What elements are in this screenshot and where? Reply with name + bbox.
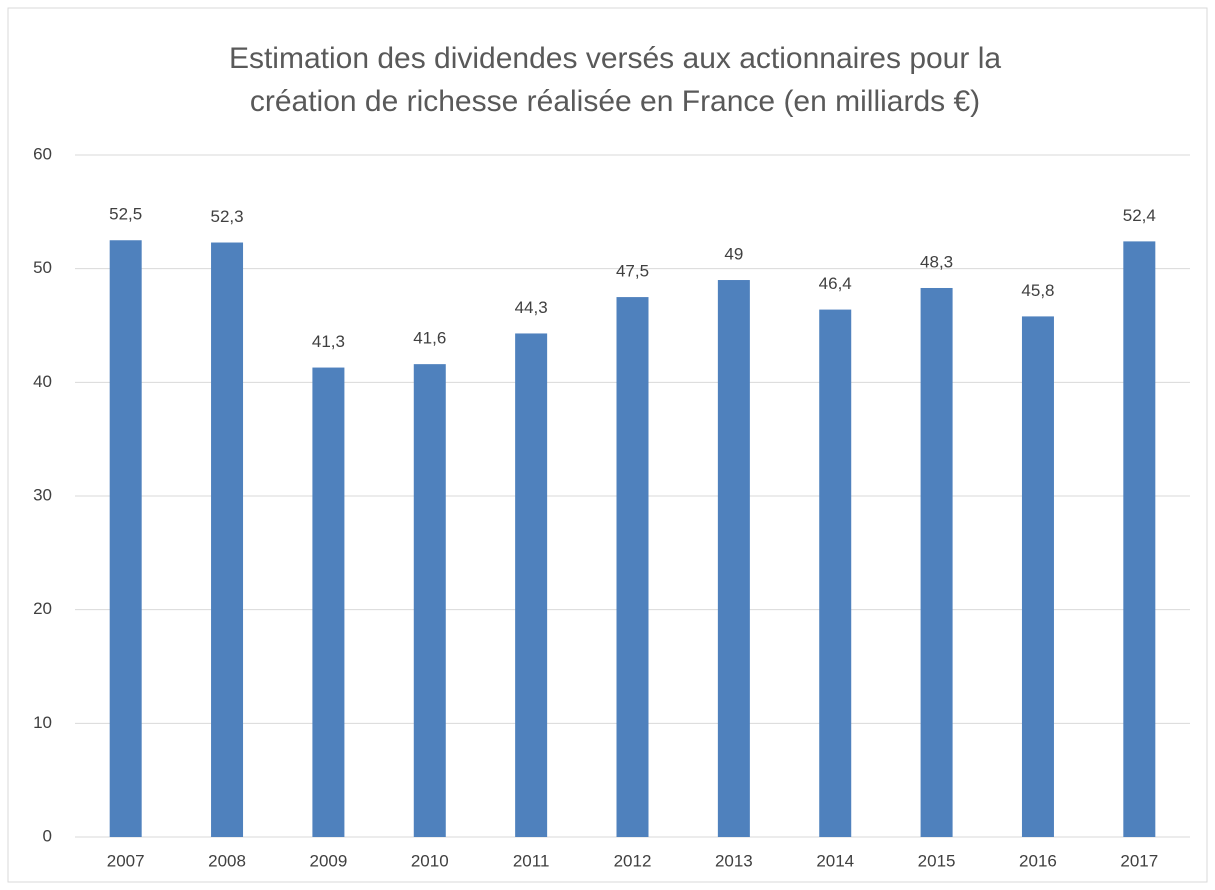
data-label: 47,5	[616, 262, 649, 281]
data-label: 41,3	[312, 332, 345, 351]
chart-title: création de richesse réalisée en France …	[250, 85, 980, 118]
x-tick-label: 2007	[107, 851, 145, 870]
x-tick-label: 2014	[816, 851, 854, 870]
bar	[413, 364, 446, 837]
data-label: 48,3	[920, 252, 953, 271]
x-tick-label: 2008	[208, 851, 246, 870]
x-tick-label: 2016	[1019, 851, 1057, 870]
x-tick-label: 2009	[309, 851, 347, 870]
x-tick-label: 2013	[715, 851, 753, 870]
bar	[211, 242, 244, 838]
bar	[717, 280, 750, 837]
x-tick-label: 2010	[411, 851, 449, 870]
chart-title: Estimation des dividendes versés aux act…	[229, 42, 1001, 75]
bar	[819, 309, 852, 837]
bar	[1123, 241, 1156, 838]
y-tick-label: 30	[33, 485, 52, 504]
y-tick-label: 20	[33, 599, 52, 618]
data-label: 52,4	[1123, 206, 1156, 225]
y-tick-label: 40	[33, 372, 52, 391]
chart-frame	[7, 7, 1208, 883]
data-label: 41,6	[413, 329, 446, 348]
x-tick-label: 2015	[918, 851, 956, 870]
data-label: 45,8	[1021, 281, 1054, 300]
y-tick-label: 10	[33, 713, 52, 732]
y-tick-label: 60	[33, 144, 52, 163]
data-label: 52,3	[210, 207, 243, 226]
y-tick-label: 0	[43, 826, 52, 845]
data-label: 44,3	[515, 298, 548, 317]
x-tick-label: 2017	[1120, 851, 1158, 870]
x-tick-label: 2011	[513, 851, 550, 870]
y-tick-label: 50	[33, 258, 52, 277]
bar	[920, 287, 953, 837]
data-label: 52,5	[109, 205, 142, 224]
x-tick-label: 2012	[614, 851, 652, 870]
bar	[312, 367, 345, 837]
bar	[109, 240, 142, 837]
bar	[1021, 316, 1054, 837]
data-label: 49	[724, 245, 743, 264]
bar	[616, 297, 649, 837]
data-label: 46,4	[819, 274, 852, 293]
bar	[515, 333, 548, 837]
